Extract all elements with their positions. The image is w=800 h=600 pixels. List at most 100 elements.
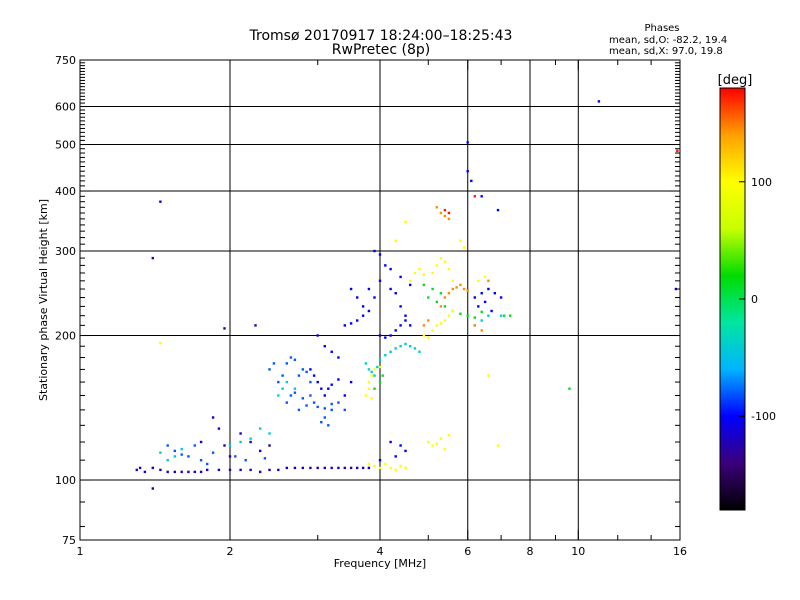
echo-point [439,211,443,215]
echo-point [239,432,242,435]
echo-point [422,324,426,327]
echo-point [263,457,267,460]
echo-point [356,319,359,322]
echo-point [187,470,190,474]
echo-point [367,462,371,466]
echo-point [451,309,454,313]
echo-point [487,314,490,317]
echo-point [301,397,304,400]
echo-point [323,407,326,410]
echo-point [343,408,346,412]
echo-point [151,487,154,490]
echo-point [404,449,407,453]
echo-point [466,141,469,144]
echo-point [473,195,476,198]
echo-point [297,374,301,377]
echo-point [399,305,402,308]
echo-point [427,440,430,444]
echo-point [289,394,293,397]
echo-point [483,300,487,304]
echo-point [323,416,326,419]
echo-point [439,256,443,260]
echo-point [323,345,326,348]
echo-point [389,334,392,337]
echo-point [418,350,421,353]
echo-point [277,468,280,472]
echo-point [259,470,262,474]
echo-point [490,309,493,313]
echo-point [285,401,288,404]
echo-point [389,267,392,271]
echo-point [427,296,430,299]
echo-point [378,358,382,361]
y-tick-label: 600 [55,101,76,114]
echo-point [477,305,480,308]
echo-point [394,239,397,242]
echo-point [389,350,392,353]
echo-point [370,397,373,400]
echo-point [480,319,483,322]
echo-point [499,314,503,317]
echo-point [309,380,312,384]
echo-point [435,442,438,445]
echo-point [349,287,353,291]
echo-point [409,283,412,287]
colorbar-tick-label: 0 [751,293,758,306]
echo-point [480,195,483,198]
echo-point [427,319,430,322]
echo-point [568,387,571,390]
echo-point [399,324,402,327]
echo-point [473,324,476,327]
echo-point [364,394,368,397]
echo-point [394,468,397,472]
echo-point [483,275,487,279]
echo-point [451,287,454,291]
echo-point [431,287,434,291]
echo-point [259,427,262,430]
echo-point [447,267,451,271]
echo-point [487,374,490,377]
echo-point [268,468,271,472]
echo-point [373,249,376,253]
echo-point [268,444,271,447]
echo-point [217,468,221,472]
echo-point [370,374,373,377]
echo-point [293,358,297,361]
echo-point [373,464,376,468]
echo-point [459,312,462,315]
echo-point [217,427,221,430]
echo-point [373,374,376,377]
echo-point [199,470,203,474]
colorbar-label: [deg] [718,73,753,88]
echo-point [373,387,376,390]
grid-lines [80,60,680,540]
echo-point [409,345,412,348]
echo-point [159,451,162,454]
chart-title: Tromsø 20170917 18:24:00–18:25:43 [249,28,513,44]
echo-point [211,451,215,454]
echo-point [330,408,333,412]
echo-point [277,380,280,384]
echo-point [151,466,154,470]
echo-point [293,466,297,470]
echo-point [159,468,162,472]
echo-point [404,342,407,346]
echo-point [211,416,215,419]
echo-point [378,253,382,256]
echo-point [312,374,316,377]
axis-ticks: 1 2 4 6 8 10 16 75 100 200 300 400 500 600 750 [55,54,687,558]
echo-point [422,334,426,337]
echo-point [316,405,319,409]
echo-point [447,434,451,437]
echo-point [343,394,346,397]
echo-point [305,404,308,407]
echo-point [249,468,252,472]
echo-point [289,356,293,359]
echo-point [228,444,232,447]
echo-point [293,391,297,394]
echo-point [477,279,480,282]
echo-point [361,305,365,308]
echo-point [451,279,454,282]
echo-point [443,214,447,218]
echo-point [330,466,333,470]
